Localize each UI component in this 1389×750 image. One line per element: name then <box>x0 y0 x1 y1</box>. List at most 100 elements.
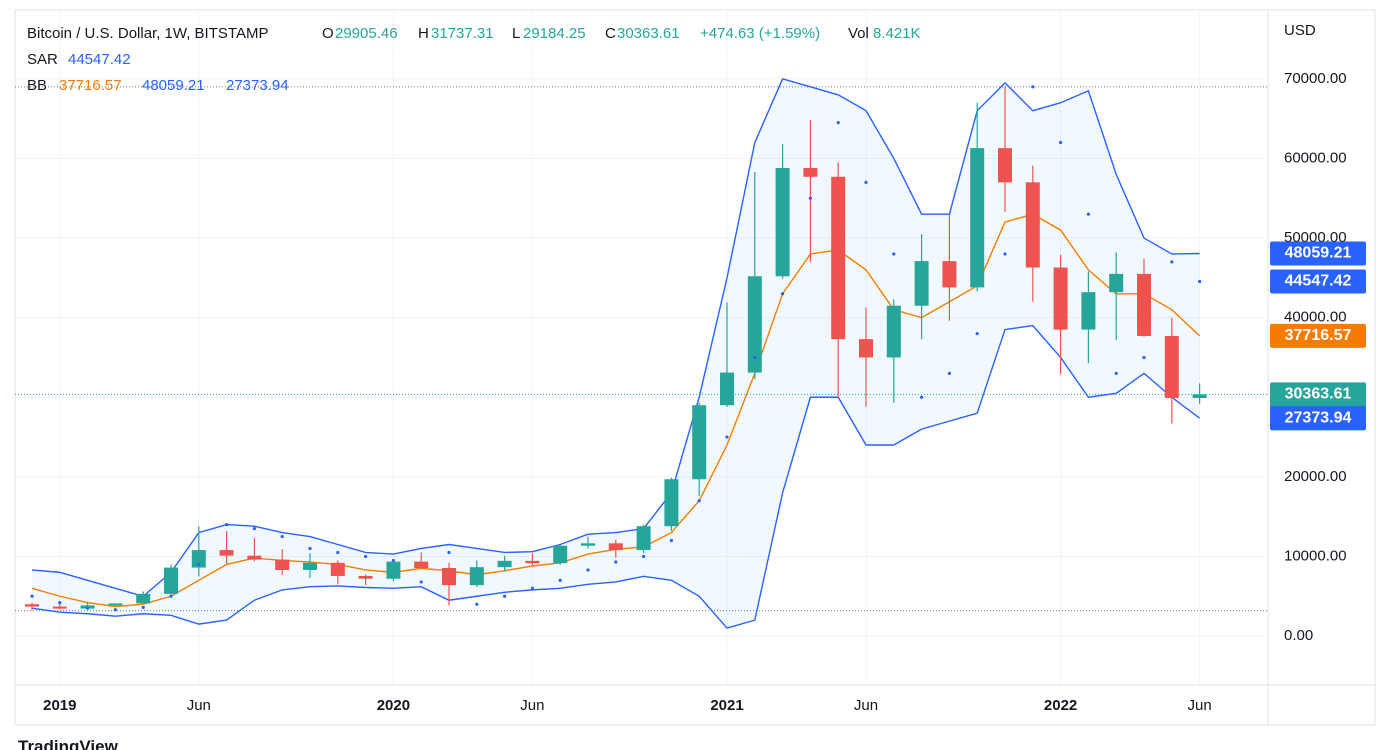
candle-body <box>747 276 762 373</box>
ohlc-label: C <box>605 25 616 42</box>
candle-body <box>1164 335 1179 399</box>
candle-body <box>581 543 595 546</box>
candle-body <box>608 543 623 551</box>
sar-label: SAR <box>27 51 58 68</box>
x-tick-label: 2020 <box>377 697 410 714</box>
change: +474.63 (+1.59%) <box>700 25 820 42</box>
ohlc-label: L <box>512 25 520 42</box>
candle-body <box>358 575 373 579</box>
candle-body <box>775 168 790 277</box>
sar-dot <box>141 605 145 609</box>
volume-label: Vol <box>848 25 869 42</box>
y-tick-label: 10000.00 <box>1284 547 1347 564</box>
y-tick-label: 60000.00 <box>1284 149 1347 166</box>
x-tick-label: 2019 <box>43 697 76 714</box>
bb-fill <box>32 78 1200 629</box>
sar-dot <box>642 554 646 559</box>
candle-body <box>942 261 957 288</box>
sar-dot <box>58 601 62 605</box>
sar-dot <box>1170 260 1174 264</box>
sar-dot <box>614 560 618 564</box>
candle-body <box>136 593 151 604</box>
candle-body <box>386 561 401 579</box>
candle-body <box>275 559 290 570</box>
sar-tag-bg <box>1270 269 1366 294</box>
sar-dot <box>1086 212 1090 216</box>
candle-body <box>886 305 901 358</box>
sar-dot <box>725 435 729 439</box>
sar-dot <box>475 602 479 606</box>
y-tick-label: 20000.00 <box>1284 468 1347 485</box>
bb-upper-value: 48059.21 <box>142 77 205 94</box>
candle-body <box>803 168 818 177</box>
candle-body <box>1109 273 1124 293</box>
footer: TradingView <box>18 737 119 750</box>
candle-body <box>1192 394 1207 399</box>
bb-lower-value: 27373.94 <box>226 77 289 94</box>
sar-dot <box>503 594 507 598</box>
sar-dot <box>280 534 284 539</box>
sar-dot <box>808 196 813 200</box>
sar-value: 44547.42 <box>68 51 131 68</box>
candle-body <box>692 405 707 480</box>
y-tick-label: 70000.00 <box>1284 70 1347 87</box>
candle-body <box>164 567 178 594</box>
bb-basis-tag-bg <box>1270 323 1366 348</box>
candle-body <box>219 550 234 556</box>
candle-body <box>1137 273 1151 336</box>
candle-body <box>442 567 456 586</box>
candle-body <box>1053 267 1068 330</box>
sar-dot <box>586 568 590 572</box>
open-value: 29905.46 <box>335 25 398 42</box>
sar-dot <box>781 292 785 296</box>
sar-dot <box>530 586 535 590</box>
sar-dot <box>1142 355 1146 360</box>
sar-dot <box>753 355 757 360</box>
sar-dot <box>1031 85 1035 89</box>
bb-upper-tag: 48059.21 <box>1285 245 1352 262</box>
sar-dot <box>447 550 451 555</box>
sar-dot <box>86 606 90 610</box>
close-value: 30363.61 <box>617 25 680 42</box>
candle-body <box>636 526 651 551</box>
sar-dot <box>1003 252 1007 256</box>
close-tag: 30363.61 <box>1285 386 1352 403</box>
bb-lower-tag: 27373.94 <box>1285 409 1352 426</box>
candle-body <box>859 339 873 358</box>
sar-dot <box>947 371 952 375</box>
candle-body <box>720 372 734 406</box>
sar-dot <box>197 562 201 567</box>
bb-lower <box>31 324 1201 629</box>
sar-dot <box>364 554 368 559</box>
candle-body <box>247 555 262 560</box>
candle-body <box>970 148 985 288</box>
sar-dot <box>336 550 340 555</box>
candle-body <box>525 560 540 564</box>
sar-dot <box>1059 140 1063 145</box>
x-tick-label: Jun <box>520 697 544 714</box>
x-tick-label: Jun <box>854 697 878 714</box>
ohlc-label: H <box>418 25 429 42</box>
bb-lower-tag-bg <box>1270 406 1366 431</box>
volume: 8.421K <box>873 25 921 42</box>
overlay: Bitcoin / U.S. Dollar, 1W, BITSTAMP O 29… <box>18 22 1366 750</box>
candle-body <box>831 176 846 340</box>
candle-body <box>469 567 484 586</box>
chart-title: Bitcoin / U.S. Dollar, 1W, BITSTAMP <box>27 25 268 42</box>
candle-body <box>1081 292 1096 330</box>
sar-dot <box>30 594 34 598</box>
sar-tag: 44547.42 <box>1285 273 1352 290</box>
high-value: 31737.31 <box>431 25 494 42</box>
ohlc-label: O <box>322 25 334 42</box>
y-tick-label: 0.00 <box>1284 627 1313 644</box>
plot <box>15 10 1268 685</box>
x-tick-label: 2021 <box>710 697 743 714</box>
candle-body <box>914 261 929 306</box>
sar-dot <box>975 331 979 336</box>
y-tick-label: 40000.00 <box>1284 309 1347 326</box>
candle-body <box>303 562 317 570</box>
candle-body <box>52 606 67 609</box>
sar-dot <box>1198 279 1202 284</box>
candle-body <box>108 603 123 606</box>
